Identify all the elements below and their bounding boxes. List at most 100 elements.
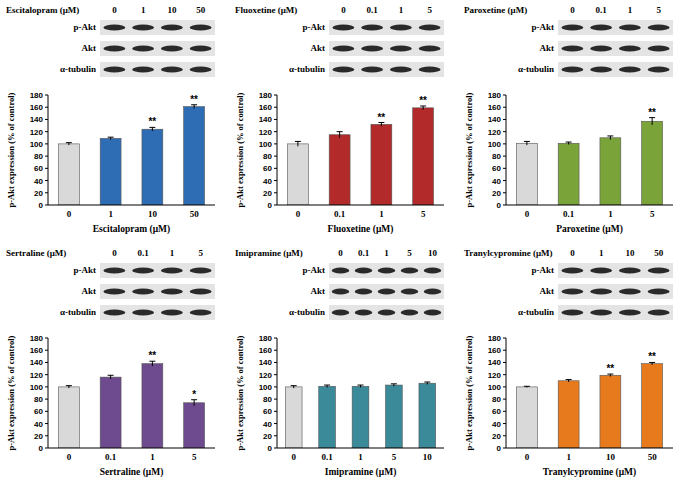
significance: ** bbox=[648, 107, 656, 118]
blot-dose: 1 bbox=[599, 248, 604, 258]
bar bbox=[329, 135, 350, 205]
blot-band-label: p-Akt bbox=[302, 22, 325, 32]
error-bar bbox=[337, 132, 343, 138]
blot-band bbox=[361, 67, 383, 73]
x-tick-label: 0.1 bbox=[563, 209, 575, 219]
blot-band-label: α-tubulin bbox=[289, 64, 325, 74]
blot-band bbox=[190, 268, 212, 274]
error-bar bbox=[378, 123, 384, 127]
blot-strip bbox=[100, 62, 215, 77]
blot-dose: 10 bbox=[167, 5, 177, 15]
blot-band bbox=[132, 25, 154, 31]
x-axis bbox=[48, 205, 215, 206]
error-bar bbox=[108, 375, 114, 379]
significance: ** bbox=[190, 94, 198, 105]
blot-dose: 0 bbox=[570, 248, 575, 258]
y-tick-label: 0 bbox=[497, 201, 502, 210]
blot-band bbox=[190, 67, 212, 73]
significance: ** bbox=[419, 95, 427, 106]
blot-band-label: α-tubulin bbox=[60, 307, 96, 317]
blot-band bbox=[619, 310, 641, 316]
bars bbox=[58, 105, 204, 205]
y-tick-label: 0 bbox=[268, 201, 273, 210]
blot-band bbox=[390, 25, 412, 31]
blot-band bbox=[619, 268, 641, 274]
blot-band bbox=[561, 67, 583, 73]
blot-band-label: Akt bbox=[539, 286, 554, 296]
blot-band bbox=[103, 46, 125, 52]
blot-band bbox=[419, 25, 441, 31]
y-tick-label: 80 bbox=[263, 152, 272, 161]
y-tick-label: 20 bbox=[492, 432, 501, 441]
x-tick-label: 1 bbox=[108, 209, 113, 219]
error-bar bbox=[649, 118, 655, 125]
y-axis-label: p-Akt expression (% of control) bbox=[235, 335, 245, 450]
blot-band bbox=[424, 310, 441, 316]
error-bar bbox=[191, 105, 197, 109]
blot-band bbox=[390, 67, 412, 73]
y-tick-label: 100 bbox=[488, 140, 502, 149]
blot-band bbox=[590, 25, 612, 31]
blot-band bbox=[648, 67, 670, 73]
bar bbox=[142, 364, 163, 448]
blot-band bbox=[619, 289, 641, 295]
blot-band-label: p-Akt bbox=[531, 265, 554, 275]
y-tick-label: 0 bbox=[39, 444, 44, 453]
x-axis bbox=[506, 448, 673, 449]
blot-band bbox=[132, 289, 154, 295]
bars bbox=[516, 118, 662, 205]
y-tick-label: 120 bbox=[259, 371, 273, 380]
blot-band bbox=[378, 289, 395, 295]
y-axis bbox=[277, 95, 278, 205]
error-bar bbox=[191, 400, 197, 406]
blot-strip bbox=[558, 284, 673, 299]
bar bbox=[287, 144, 308, 205]
y-tick-label: 140 bbox=[30, 115, 44, 124]
blot-band-label: α-tubulin bbox=[60, 64, 96, 74]
x-tick-label: 5 bbox=[392, 452, 397, 462]
blot-dose: 5 bbox=[407, 248, 412, 258]
y-tick-label: 140 bbox=[259, 358, 273, 367]
y-tick-label: 60 bbox=[492, 407, 501, 416]
blot-band bbox=[561, 310, 583, 316]
bar bbox=[58, 387, 79, 448]
x-tick-label: 1 bbox=[150, 452, 155, 462]
blot-band bbox=[132, 310, 154, 316]
y-tick-label: 40 bbox=[263, 177, 272, 186]
blot-band bbox=[161, 310, 183, 316]
x-axis-label: Imipramine (μM) bbox=[325, 467, 397, 478]
y-tick-label: 80 bbox=[34, 395, 43, 404]
blot-band bbox=[561, 268, 583, 274]
blot-strip bbox=[558, 20, 673, 35]
y-tick-label: 100 bbox=[488, 383, 502, 392]
error-bar bbox=[149, 127, 155, 131]
error-bar bbox=[524, 141, 530, 145]
y-tick-label: 60 bbox=[492, 164, 501, 173]
bar bbox=[419, 383, 436, 448]
y-tick-label: 180 bbox=[488, 91, 502, 100]
error-bar bbox=[566, 142, 572, 144]
blot-treatment: Sertraline (μM) bbox=[6, 248, 66, 258]
bar bbox=[184, 403, 205, 448]
blot-dose: 0.1 bbox=[358, 248, 370, 258]
y-tick-label: 20 bbox=[263, 189, 272, 198]
bar bbox=[352, 386, 369, 448]
x-tick-label: 50 bbox=[190, 209, 200, 219]
blot-dose: 10 bbox=[625, 248, 635, 258]
blot-band bbox=[190, 289, 212, 295]
x-tick-label: 0 bbox=[67, 452, 72, 462]
x-tick-label: 1 bbox=[379, 209, 384, 219]
blot-band bbox=[332, 46, 354, 52]
blot-band bbox=[103, 25, 125, 31]
y-tick-label: 100 bbox=[259, 140, 273, 149]
y-axis-label: p-Akt expression (% of control) bbox=[6, 335, 16, 450]
x-axis bbox=[506, 205, 673, 206]
blot-band bbox=[424, 268, 441, 274]
blot-band bbox=[590, 289, 612, 295]
blot-band-label: p-Akt bbox=[531, 22, 554, 32]
blot-strip bbox=[100, 20, 215, 35]
blot-band-label: α-tubulin bbox=[518, 64, 554, 74]
x-axis-label: Fluoxetine (μM) bbox=[328, 224, 394, 235]
blot-dose: 10 bbox=[428, 248, 438, 258]
blot-dose: 0.1 bbox=[138, 248, 150, 258]
